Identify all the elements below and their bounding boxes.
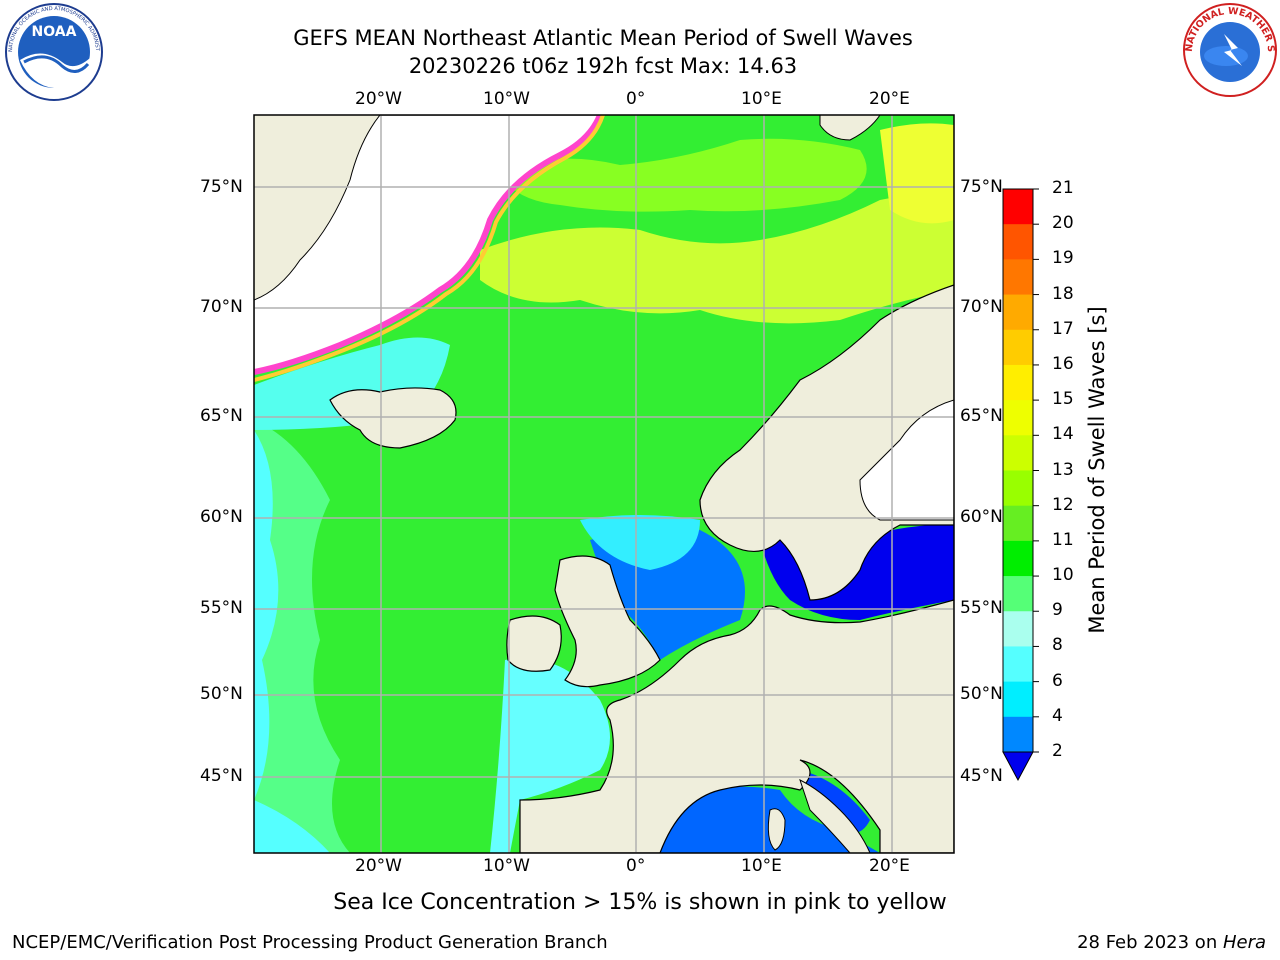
map-frame: [253, 114, 955, 854]
lon-label-bottom-20w: 20°W: [355, 856, 402, 876]
colorbar-tick-label: 21: [1052, 178, 1074, 198]
lon-label-bottom-20e: 20°E: [869, 856, 910, 876]
swell-zone-north-sea-cyan: [580, 515, 700, 570]
colorbar-extend-arrow: [1002, 751, 1034, 782]
colorbar-label: Mean Period of Swell Waves [s]: [1085, 306, 1109, 634]
continental-europe-land: [519, 599, 954, 853]
footer-machine: Hera: [1222, 932, 1266, 953]
lat-label-right-75n: 75°N: [960, 177, 1003, 197]
lon-label-top-20e: 20°E: [869, 89, 910, 109]
lon-label-bottom-0: 0°: [626, 856, 646, 876]
colorbar: [1002, 188, 1039, 782]
colorbar-tick-label: 14: [1052, 424, 1074, 445]
lon-label-top-10w: 10°W: [483, 89, 530, 109]
lat-label-left-45n: 45°N: [200, 766, 243, 786]
colorbar-bin: [1003, 400, 1033, 436]
lat-label-right-50n: 50°N: [960, 684, 1003, 704]
noaa-logo: NOAA NATIONAL OCEANIC AND ATMOSPHERIC AD…: [2, 2, 103, 101]
colorbar-tick-label: 16: [1052, 353, 1074, 374]
svalbard-land: [819, 115, 881, 141]
colorbar-bin: [1003, 646, 1033, 683]
colorbar-tick-label: 20: [1052, 213, 1074, 234]
colorbar-tick-label: 19: [1052, 248, 1074, 269]
swell-zone-west-cyan: [254, 430, 279, 800]
lat-label-right-70n: 70°N: [960, 297, 1003, 317]
lat-label-left-60n: 60°N: [200, 507, 243, 527]
forecast-info: 20230226 t06z 192h fcst Max: 14.63: [408, 54, 798, 78]
colorbar-bin: [1003, 611, 1033, 647]
nws-logo: NATIONAL WEATHER SERVICE: [1180, 0, 1277, 97]
footer-credit: NCEP/EMC/Verification Post Processing Pr…: [12, 932, 608, 953]
colorbar-bin: [1003, 189, 1033, 225]
colorbar-tick-label: 6: [1052, 670, 1063, 691]
colorbar-bin: [1003, 576, 1033, 612]
colorbar-bin: [1003, 364, 1033, 401]
colorbar-tick-label: 15: [1052, 389, 1074, 410]
swell-zone-norwegian-sea-yellow: [480, 195, 954, 324]
lon-label-top-10e: 10°E: [741, 89, 782, 109]
lat-label-right-65n: 65°N: [960, 406, 1003, 426]
lat-label-left-75n: 75°N: [200, 177, 243, 197]
sardinia-land: [767, 808, 786, 851]
map-grid: [254, 115, 954, 853]
swell-zone-adriatic: [800, 770, 870, 834]
greenland-ice-edge: [254, 115, 603, 375]
colorbar-tick-label: 18: [1052, 283, 1074, 304]
swell-zone-southwest: [254, 420, 350, 853]
colorbar-bin: [1003, 329, 1033, 366]
ireland-land: [506, 615, 562, 672]
sea-ice-note: Sea Ice Concentration > 15% is shown in …: [333, 890, 947, 915]
colorbar-bin: [1003, 294, 1033, 331]
lat-label-left-50n: 50°N: [200, 684, 243, 704]
swell-zone-farwest-cyan: [254, 800, 330, 853]
page-title: GEFS MEAN Northeast Atlantic Mean Period…: [293, 26, 913, 50]
footer-date: 28 Feb 2023 on Hera: [1077, 932, 1266, 953]
great-britain-land: [554, 555, 661, 688]
lat-label-right-45n: 45°N: [960, 766, 1003, 786]
lat-label-left-65n: 65°N: [200, 406, 243, 426]
colorbar-bin: [1003, 681, 1033, 718]
colorbar-bin: [1003, 224, 1033, 260]
greenland-coast-land: [254, 115, 381, 301]
swell-zone-north-green: [500, 138, 867, 212]
lat-label-left-70n: 70°N: [200, 297, 243, 317]
colorbar-tick-label: 8: [1052, 635, 1063, 656]
colorbar-bin: [1003, 470, 1033, 507]
colorbar-tick-label: 17: [1052, 318, 1074, 339]
footer-date-text: 28 Feb 2023 on: [1077, 932, 1223, 953]
gulf-of-bothnia: [859, 399, 954, 521]
lon-label-top-0: 0°: [626, 89, 646, 109]
colorbar-bin: [1003, 540, 1033, 577]
colorbar-tick-label: 12: [1052, 494, 1074, 515]
lat-label-right-55n: 55°N: [960, 598, 1003, 618]
colorbar-bin: [1003, 716, 1033, 753]
noaa-logo-text: NOAA: [32, 24, 77, 40]
colorbar-tick-label: 2: [1052, 741, 1063, 761]
colorbar-bin: [1003, 505, 1033, 542]
colorbar-tick-label: 13: [1052, 459, 1074, 480]
lon-label-top-20w: 20°W: [355, 89, 402, 109]
italy-land: [799, 779, 871, 853]
colorbar-bin: [1003, 259, 1033, 296]
colorbar-tick-label: 10: [1052, 565, 1074, 586]
lat-label-left-55n: 55°N: [200, 598, 243, 618]
colorbar-bin: [1003, 435, 1033, 471]
colorbar-tick-label: 4: [1052, 705, 1063, 726]
colorbar-tick-label: 11: [1052, 529, 1074, 550]
lon-label-bottom-10w: 10°W: [483, 856, 530, 876]
swell-zone-biscay: [490, 658, 610, 853]
lat-label-right-60n: 60°N: [960, 507, 1003, 527]
iceland-land: [329, 387, 457, 449]
colorbar-tick-label: 9: [1052, 600, 1063, 621]
lon-label-bottom-10e: 10°E: [741, 856, 782, 876]
swell-zone-barents-yellow: [880, 123, 954, 224]
